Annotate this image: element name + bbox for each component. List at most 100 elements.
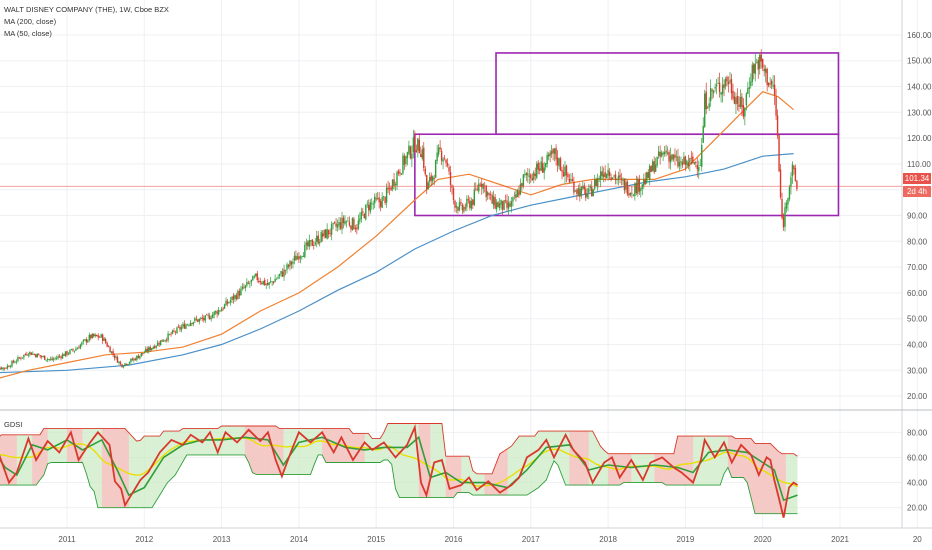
candle[interactable] [353,218,355,230]
candle[interactable] [292,261,294,264]
candle[interactable] [689,157,691,164]
candle[interactable] [585,188,587,198]
candle[interactable] [656,156,658,166]
candle[interactable] [440,150,443,161]
candle[interactable] [393,179,395,187]
candle[interactable] [643,178,645,187]
candle[interactable] [767,83,770,86]
candle[interactable] [46,358,49,360]
candle[interactable] [222,308,224,310]
candle[interactable] [559,158,562,171]
candle[interactable] [299,256,302,259]
candle[interactable] [460,202,462,204]
candle[interactable] [684,156,687,165]
candle[interactable] [418,139,421,154]
candle[interactable] [536,163,538,178]
candle[interactable] [744,107,746,117]
candle[interactable] [598,177,600,179]
candle[interactable] [547,154,550,157]
candle[interactable] [289,260,291,267]
candle[interactable] [473,189,476,206]
candle[interactable] [139,355,141,359]
candle[interactable] [629,192,632,196]
candle[interactable] [277,276,279,279]
candle[interactable] [110,351,113,354]
candle[interactable] [115,356,117,358]
candle[interactable] [466,198,468,208]
candle[interactable] [374,196,376,204]
candle[interactable] [244,285,247,288]
candle[interactable] [464,207,467,209]
candle[interactable] [319,241,321,244]
symbol-title[interactable]: WALT DISNEY COMPANY (THE), 1W, Cboe BZX [4,5,169,14]
candle[interactable] [556,157,559,166]
candle[interactable] [396,172,398,186]
candle[interactable] [387,187,389,190]
candle[interactable] [515,194,517,198]
candle[interactable] [452,188,455,201]
candle[interactable] [730,78,733,94]
candle[interactable] [134,358,137,361]
candle[interactable] [82,340,85,342]
candle[interactable] [269,281,272,283]
candle[interactable] [519,184,522,195]
candle[interactable] [179,326,181,330]
candle[interactable] [599,171,602,180]
candle[interactable] [433,178,435,180]
candle[interactable] [283,269,285,277]
candle[interactable] [93,333,95,337]
candle[interactable] [336,224,339,228]
candle[interactable] [379,201,382,207]
candle[interactable] [192,322,195,325]
candle[interactable] [455,205,458,208]
candle[interactable] [348,221,351,226]
candle[interactable] [189,322,192,326]
candle[interactable] [741,96,743,108]
candle[interactable] [564,166,566,177]
candle[interactable] [405,156,407,165]
candle[interactable] [287,265,290,267]
candle[interactable] [91,333,93,338]
candle[interactable] [311,239,313,246]
candle[interactable] [324,229,327,238]
candle[interactable] [272,281,275,284]
candle[interactable] [443,158,446,160]
candle[interactable] [794,168,797,182]
candle[interactable] [766,68,768,85]
candle[interactable] [552,148,554,154]
candle[interactable] [204,315,206,321]
candle[interactable] [216,311,218,315]
candle[interactable] [384,196,386,204]
candle[interactable] [81,342,83,345]
candle[interactable] [579,188,581,197]
candle[interactable] [125,363,128,365]
candle[interactable] [525,172,528,176]
candle[interactable] [3,367,6,369]
candle[interactable] [445,159,447,164]
candle[interactable] [706,107,709,109]
candle[interactable] [424,168,426,175]
candle[interactable] [327,229,330,235]
candle[interactable] [509,203,511,207]
candle[interactable] [390,187,392,191]
candle[interactable] [90,334,92,339]
candle[interactable] [338,221,340,226]
candle[interactable] [85,339,88,343]
candle[interactable] [705,91,707,110]
candle[interactable] [488,193,490,195]
candle[interactable] [439,147,441,150]
range-box[interactable] [414,133,840,217]
candle[interactable] [759,54,761,69]
candle[interactable] [155,345,157,348]
candle[interactable] [708,103,710,108]
candle[interactable] [38,354,40,356]
candle[interactable] [305,242,308,246]
candle[interactable] [772,84,774,87]
candle[interactable] [152,346,154,349]
candle[interactable] [481,183,483,188]
candle[interactable] [539,168,541,171]
candle[interactable] [168,334,171,335]
candle[interactable] [296,256,299,260]
candle[interactable] [72,349,74,351]
candle[interactable] [790,177,792,188]
